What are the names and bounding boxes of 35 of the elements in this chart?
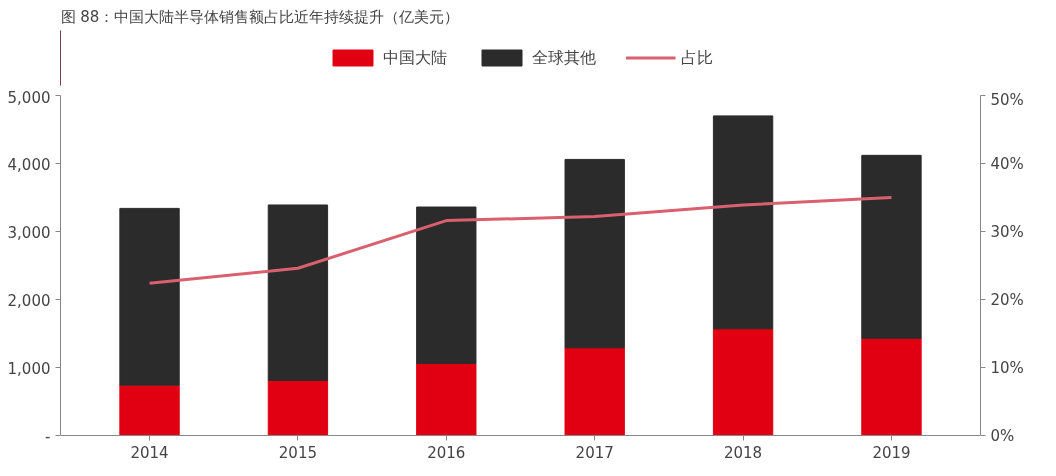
- x-tick-label: 2019: [872, 443, 911, 462]
- x-tick-label: 2015: [278, 443, 318, 462]
- bar: [267, 379, 329, 436]
- bar: [564, 347, 625, 436]
- bar: [712, 328, 774, 436]
- x-tick-label: 2017: [575, 443, 614, 462]
- x-tick-label: 2016: [427, 443, 466, 462]
- legend-label: 全球其他: [531, 47, 596, 68]
- bar: [861, 337, 922, 436]
- bar: [267, 204, 329, 381]
- x-tick-label: 2014: [130, 443, 169, 462]
- y-tick-label: 2,000: [7, 291, 51, 310]
- y-tick-label: 3,000: [7, 223, 51, 242]
- bar: [119, 384, 180, 436]
- bar: [119, 207, 180, 386]
- y-tick-label: -: [45, 427, 51, 446]
- x-tick-label: 2018: [723, 443, 763, 462]
- y2-tick-label: 0%: [990, 426, 1015, 445]
- y2-tick-label: 10%: [990, 358, 1024, 377]
- line-series: [148, 196, 893, 285]
- legend-label: 占比: [680, 47, 713, 68]
- y-tick-label: 5,000: [7, 88, 51, 107]
- bar: [712, 115, 774, 330]
- y2-tick-label: 30%: [990, 222, 1024, 241]
- y2-tick-label: 50%: [990, 90, 1024, 109]
- y2-tick-label: 40%: [990, 154, 1024, 173]
- y2-tick-label: 20%: [990, 290, 1024, 309]
- y-tick-label: 4,000: [7, 155, 51, 174]
- bar: [564, 158, 625, 349]
- bar: [861, 154, 922, 339]
- chart-title: 图 88：中国大陆半导体销售额占比近年持续提升（亿美元）: [60, 7, 460, 26]
- y-tick-label: 1,000: [7, 359, 51, 378]
- bar: [416, 206, 477, 364]
- legend-label: 中国大陆: [382, 47, 447, 68]
- bar: [416, 362, 477, 436]
